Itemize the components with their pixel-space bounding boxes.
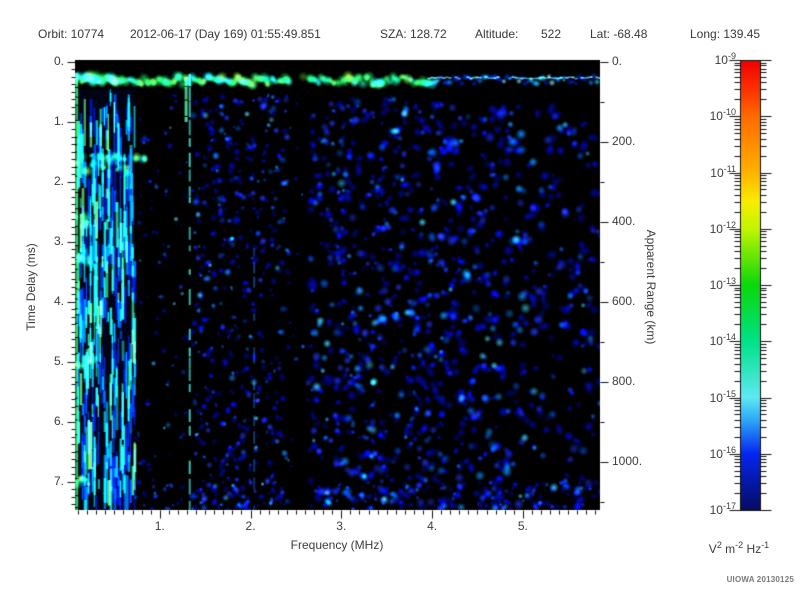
y-left-tick-labels: 0. 1. 2. 3. 4. 5. 6. 7. [30,0,64,600]
colorbar-tick-label: 10-17 [709,501,736,517]
x-axis-label: Frequency (MHz) [290,538,384,552]
colorbar-tick-label: 10-9 [714,51,736,67]
y-left-tick-label: 7. [53,473,64,488]
y-left-tick-label: 6. [53,413,64,428]
x-tick-label: 1. [154,519,165,533]
colorbar-tick-label: 10-16 [709,444,736,461]
y-right-tick-label: 800. [612,373,636,388]
y-left-tick-label: 3. [53,233,64,248]
colorbar-tick-label: 10-14 [709,332,736,349]
altitude-label: Altitude: [475,27,519,41]
credit-label: UIOWA 20130125 [726,575,794,584]
x-tick-label: 2. [245,519,256,533]
y-left-tick-label: 5. [53,353,64,368]
colorbar-units-label: V2 m-2 Hz-1 [708,540,770,556]
y-right-tick-labels: 0. 200. 400. 600. 800. 1000. [612,0,672,600]
y-right-tick-label: 0. [612,53,623,68]
x-tick-label: 4. [427,519,438,533]
y-right-tick-label: 400. [612,213,636,228]
y-right-tick-label: 1000. [612,453,643,468]
latitude-label: Lat: -68.48 [590,27,648,41]
colorbar-tick-label: 10-15 [709,388,736,405]
x-tick-label: 5. [517,519,528,533]
longitude-label: Long: 139.45 [690,27,761,41]
y-left-tick-label: 0. [53,53,64,68]
colorbar-tick-label: 10-13 [709,276,736,292]
sza-label: SZA: 128.72 [380,27,447,41]
x-tick-label: 3. [336,519,347,533]
colorbar-tick-labels: 10-9 10-10 10-11 10-12 10-13 10-14 10-15 10-16 1… [660,0,736,600]
y-right-tick-label: 600. [612,293,636,308]
y-right-tick-label: 200. [612,133,636,148]
y-left-tick-label: 4. [53,293,64,308]
altitude-value: 522 [541,27,562,41]
orbit-label: Orbit: 10774 [38,27,105,41]
colorbar-tick-label: 10-11 [710,163,736,180]
y-left-tick-label: 1. [53,113,64,128]
colorbar-tick-label: 10-12 [709,219,736,236]
colorbar-tick-label: 10-10 [709,107,736,124]
y-left-tick-label: 2. [53,173,64,188]
datetime-label: 2012-06-17 (Day 169) 01:55:49.851 [130,27,321,41]
